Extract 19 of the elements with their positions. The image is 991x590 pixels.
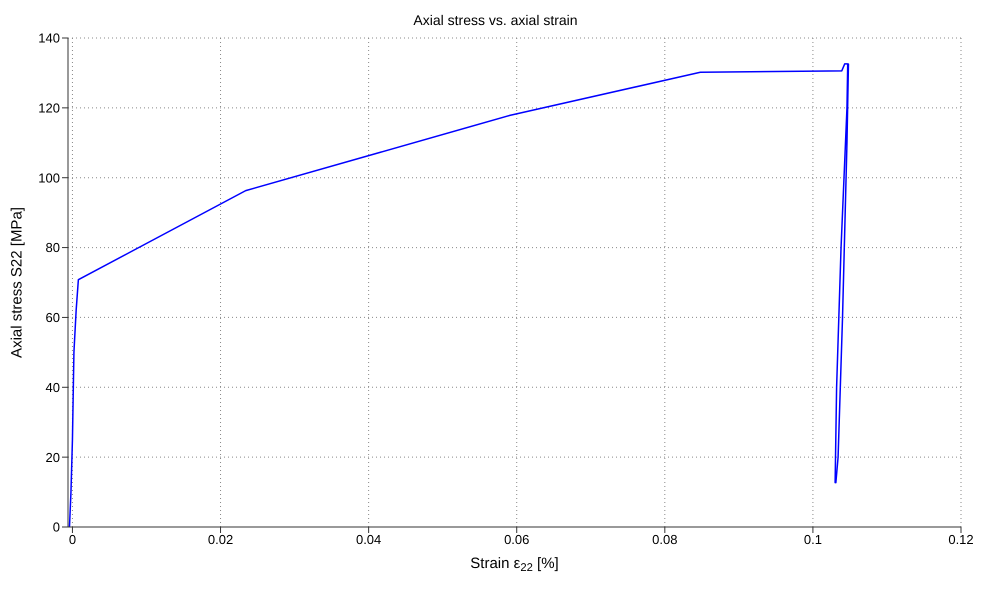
y-axis-title: Axial stress S22 [MPa] (8, 207, 26, 358)
x-tick-label: 0 (68, 532, 76, 548)
x-tick-label: 0.1 (804, 532, 822, 548)
x-tick-label: 0.08 (652, 532, 678, 548)
y-tick-label: 40 (46, 380, 60, 395)
y-tick-label: 100 (38, 170, 60, 186)
chart-title: Axial stress vs. axial strain (412, 12, 579, 28)
x-tick-label: 0.04 (356, 532, 382, 548)
x-tick-label: 0.12 (948, 532, 974, 548)
y-tick-label: 120 (38, 100, 60, 116)
y-tick-label: 80 (46, 240, 60, 256)
x-tick-label: 0.02 (208, 532, 234, 548)
x-axis-title: Strain ε$_{22}$ [%] (470, 555, 559, 574)
y-tick-label: 140 (38, 30, 60, 46)
y-tick-label: 0 (52, 520, 60, 535)
y-tick-label: 60 (46, 310, 60, 326)
line-series (68, 63, 850, 527)
y-tick-label: 20 (46, 450, 60, 465)
x-tick-label: 0.06 (504, 532, 530, 548)
